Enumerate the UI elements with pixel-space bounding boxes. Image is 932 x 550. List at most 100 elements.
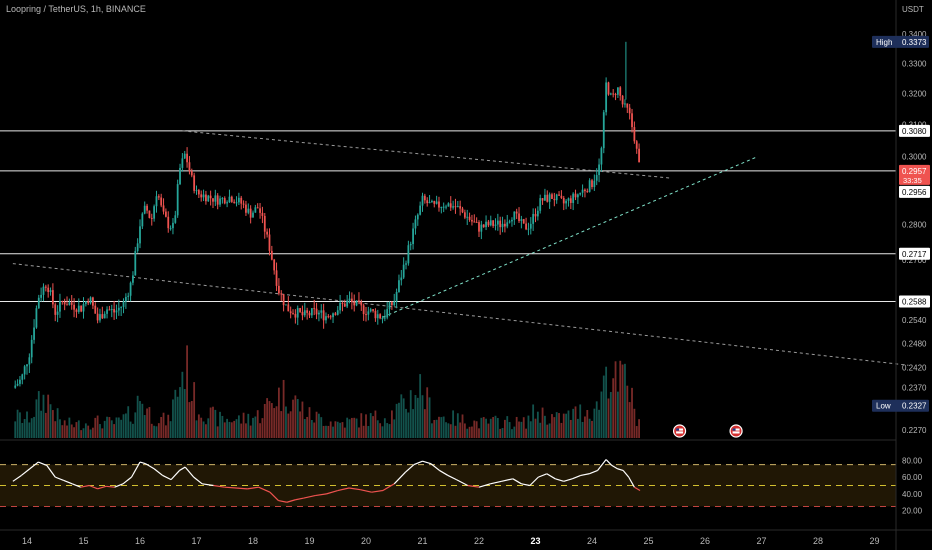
candle-body <box>572 193 575 203</box>
volume-bar <box>183 389 186 438</box>
rsi-line-segment <box>46 465 56 478</box>
volume-bar <box>153 425 156 438</box>
candle-body <box>353 301 356 306</box>
candle-body <box>103 313 106 319</box>
candle-body <box>143 205 146 214</box>
volume-bar <box>214 409 217 438</box>
candle-body <box>475 221 478 223</box>
rsi-line-segment <box>114 483 124 488</box>
rsi-line-segment <box>213 484 225 488</box>
time-tick-label: 16 <box>135 536 145 546</box>
volume-bar <box>496 417 499 438</box>
volume-bar <box>520 421 523 438</box>
trendline-long-descending[interactable] <box>12 263 909 366</box>
volume-bar <box>445 422 447 438</box>
candle-body <box>511 219 513 222</box>
candle-body <box>127 295 130 297</box>
candle-body <box>21 374 24 380</box>
volume-bar <box>374 410 377 438</box>
candle-body <box>294 313 297 318</box>
rsi-tick-label: 80.00 <box>902 456 923 465</box>
volume-bar <box>176 396 179 438</box>
volume-bar <box>49 404 52 438</box>
candle-body <box>591 180 593 188</box>
candle-body <box>381 318 384 320</box>
trendline-ascending-support[interactable] <box>382 156 757 318</box>
candle-body <box>579 192 582 195</box>
us-flag-event-icon[interactable] <box>729 424 743 438</box>
candle-body <box>261 212 264 216</box>
candle-body <box>374 310 377 319</box>
rsi-line-segment <box>529 476 539 486</box>
volume-bar <box>544 415 546 438</box>
candle-layer <box>14 41 640 389</box>
volume-bar <box>468 426 471 438</box>
candle-body <box>541 198 544 201</box>
volume-bar <box>115 417 118 438</box>
trendline-descending-resistance[interactable] <box>182 130 672 179</box>
rsi-line-segment <box>12 474 22 482</box>
volume-bar <box>619 360 622 438</box>
volume-bar <box>449 424 452 438</box>
volume-bar <box>343 427 346 438</box>
candle-body <box>409 244 412 246</box>
candle-body <box>310 308 313 316</box>
price-tick-label: 0.2420 <box>902 363 927 372</box>
candle-body <box>188 162 191 172</box>
candle-body <box>621 95 624 105</box>
rsi-line-segment <box>326 489 338 495</box>
currency-label: USDT <box>902 5 924 14</box>
volume-bar <box>367 426 370 438</box>
time-tick-label: 26 <box>700 536 710 546</box>
candle-body <box>37 297 40 309</box>
level-price-label: 0.2588 <box>899 295 930 308</box>
candle-body <box>339 302 342 311</box>
volume-bar <box>101 428 104 438</box>
volume-bar <box>289 411 292 438</box>
volume-bar <box>527 415 530 438</box>
volume-bar <box>616 391 619 438</box>
volume-bar <box>273 408 276 438</box>
rsi-tick-label: 40.00 <box>902 490 923 499</box>
candle-body <box>247 208 250 213</box>
candle-body <box>360 301 363 306</box>
volume-bar <box>586 409 589 438</box>
volume-bar <box>372 416 374 438</box>
volume-bar <box>329 421 332 438</box>
us-flag-event-icon[interactable] <box>672 424 687 438</box>
volume-bar <box>275 406 278 438</box>
candle-body <box>117 307 120 311</box>
volume-bar <box>42 394 45 438</box>
volume-bar <box>548 423 551 438</box>
volume-bar <box>40 410 43 438</box>
volume-bar <box>473 420 476 438</box>
rsi-line-segment <box>348 487 361 491</box>
volume-bar <box>400 394 403 438</box>
volume-bar <box>160 417 163 438</box>
volume-bar <box>452 410 455 438</box>
volume-bar <box>605 366 608 438</box>
volume-bar <box>369 413 372 438</box>
volume-bar <box>294 395 297 438</box>
time-tick-label: 14 <box>22 536 32 546</box>
candle-body <box>51 290 54 305</box>
candle-body <box>426 200 429 204</box>
volume-bar <box>591 420 593 438</box>
volume-layer <box>14 345 640 438</box>
rsi-line-segment <box>258 486 271 493</box>
volume-bar <box>584 416 586 438</box>
volume-bar <box>299 411 301 438</box>
volume-bar <box>442 416 445 438</box>
candle-body <box>414 219 417 229</box>
volume-bar <box>506 416 509 438</box>
time-tick-label: 20 <box>361 536 371 546</box>
candle-body <box>367 311 370 315</box>
volume-bar <box>167 414 170 438</box>
volume-bar <box>287 413 290 438</box>
volume-bar <box>200 417 203 438</box>
volume-bar <box>435 419 438 438</box>
volume-bar <box>598 409 600 438</box>
volume-bar <box>358 427 360 438</box>
candle-body <box>560 195 563 198</box>
